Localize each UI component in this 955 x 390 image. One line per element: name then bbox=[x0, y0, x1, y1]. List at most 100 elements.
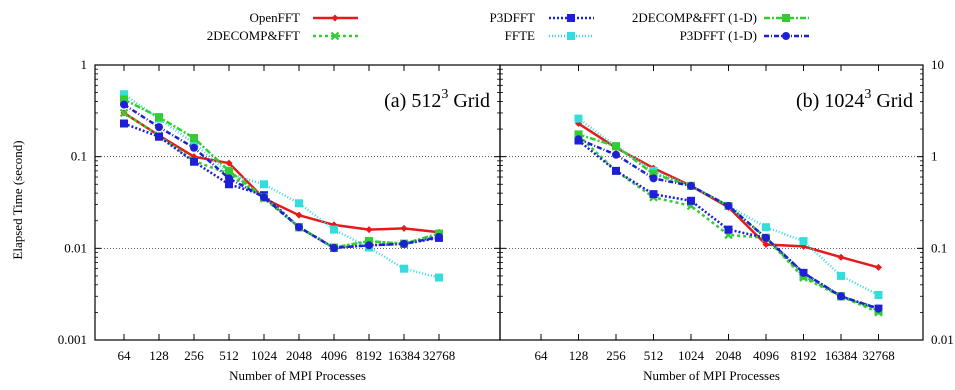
x-tick-label: 2048 bbox=[286, 348, 312, 363]
panel-title-main: (b) 1024 bbox=[796, 90, 864, 112]
legend-marker bbox=[331, 14, 339, 22]
data-point bbox=[724, 201, 733, 210]
series-p3dfft-1-d bbox=[574, 135, 883, 313]
data-point bbox=[687, 196, 695, 205]
panel-title-sup: 3 bbox=[864, 87, 871, 102]
data-point bbox=[649, 174, 658, 183]
legend-label: 2DECOMP&FFT bbox=[207, 28, 300, 43]
data-point bbox=[119, 108, 129, 118]
data-point bbox=[762, 233, 770, 242]
data-point bbox=[120, 95, 128, 104]
series-line bbox=[123, 93, 440, 279]
legend-marker bbox=[567, 14, 575, 22]
x-tick-label: 512 bbox=[644, 348, 664, 363]
data-point bbox=[435, 232, 443, 241]
series-2decomp-fft-1-d bbox=[574, 130, 883, 315]
data-point bbox=[295, 211, 303, 219]
data-point bbox=[874, 290, 883, 299]
panel-title: (a) 5123 Grid bbox=[384, 87, 490, 112]
data-point bbox=[120, 119, 128, 128]
data-point bbox=[574, 135, 583, 144]
data-point bbox=[799, 237, 808, 246]
series-ffte bbox=[120, 90, 443, 282]
data-point bbox=[330, 225, 338, 234]
data-point bbox=[400, 224, 408, 232]
data-point bbox=[225, 159, 233, 167]
x-tick-label: 64 bbox=[118, 348, 132, 363]
panel-title-sup: 3 bbox=[441, 87, 448, 102]
legend-item-p3dfft-1-d: P3DFFT (1-D) bbox=[680, 28, 809, 43]
data-point bbox=[120, 90, 128, 99]
data-point bbox=[612, 166, 620, 175]
data-point bbox=[400, 264, 408, 273]
panel-title-suffix: Grid bbox=[448, 90, 490, 112]
data-point bbox=[365, 237, 373, 246]
legend-label: OpenFFT bbox=[249, 10, 300, 25]
data-point bbox=[225, 174, 233, 183]
legend-label: P3DFFT (1-D) bbox=[680, 28, 757, 43]
x-tick-label: 8192 bbox=[356, 348, 382, 363]
legend-marker bbox=[782, 32, 790, 40]
data-point bbox=[365, 226, 373, 234]
data-point bbox=[260, 180, 268, 189]
series-line bbox=[123, 98, 440, 249]
data-point bbox=[435, 273, 443, 282]
data-point bbox=[837, 292, 845, 301]
x-tick-label: 8192 bbox=[791, 348, 817, 363]
legend-item-ffte: FFTE bbox=[505, 28, 594, 43]
data-point bbox=[875, 263, 882, 271]
series-2decomp-fft bbox=[574, 131, 883, 317]
data-point bbox=[837, 271, 845, 280]
data-point bbox=[225, 166, 233, 175]
x-axis-label: Number of MPI Processes bbox=[643, 368, 780, 383]
legend-item-p3dfft: P3DFFT bbox=[489, 10, 594, 25]
x-tick-label: 4096 bbox=[321, 348, 348, 363]
data-point bbox=[874, 304, 883, 313]
data-point bbox=[155, 132, 163, 141]
data-point bbox=[330, 243, 338, 252]
data-point bbox=[837, 253, 845, 261]
series-line bbox=[577, 134, 879, 314]
data-point bbox=[612, 142, 620, 151]
legend-item-2decomp-fft: 2DECOMP&FFT bbox=[207, 28, 358, 43]
x-tick-label: 1024 bbox=[678, 348, 705, 363]
x-tick-label: 256 bbox=[606, 348, 626, 363]
y-tick-label: 0.001 bbox=[58, 332, 87, 347]
x-tick-label: 4096 bbox=[753, 348, 780, 363]
y-tick-label: 10 bbox=[931, 57, 944, 72]
legend-marker bbox=[567, 32, 575, 40]
data-point bbox=[612, 150, 620, 159]
data-point bbox=[762, 241, 770, 249]
data-point bbox=[687, 181, 695, 190]
y-tick-label: 0.01 bbox=[931, 332, 954, 347]
panel-title: (b) 10243 Grid bbox=[796, 87, 913, 112]
data-point bbox=[120, 100, 128, 109]
legend-label: P3DFFT bbox=[489, 10, 535, 25]
series-openfft bbox=[120, 109, 443, 236]
legend-marker bbox=[330, 31, 340, 41]
data-point bbox=[190, 139, 198, 148]
x-tick-label: 1024 bbox=[251, 348, 278, 363]
data-point bbox=[155, 123, 163, 132]
data-point bbox=[190, 143, 198, 152]
data-point bbox=[574, 114, 583, 123]
y-tick-label: 1 bbox=[931, 149, 938, 164]
data-point bbox=[295, 199, 303, 208]
panel-title-suffix: Grid bbox=[871, 90, 913, 112]
y-tick-label: 0.01 bbox=[64, 240, 87, 255]
panel-a: 0.001 0.01 0.1 1 64 128 256 512 1024 2048 4096 8192… bbox=[58, 57, 501, 383]
series-line bbox=[123, 103, 440, 250]
panel-title-main: (a) 512 bbox=[384, 90, 441, 112]
data-point bbox=[225, 180, 233, 189]
x-tick-label: 2048 bbox=[716, 348, 742, 363]
data-point bbox=[365, 241, 373, 250]
data-point bbox=[400, 239, 408, 248]
x-tick-label: 128 bbox=[149, 348, 169, 363]
series-p3dfft-1-d bbox=[120, 100, 443, 252]
x-axis-label: Number of MPI Processes bbox=[229, 368, 366, 383]
data-point bbox=[724, 225, 733, 234]
legend: OpenFFT 2DECOMP&FFT P3DFFT FFTE 2DECOMP&FFT … bbox=[207, 10, 809, 43]
data-point bbox=[295, 223, 303, 232]
data-point bbox=[260, 193, 268, 202]
